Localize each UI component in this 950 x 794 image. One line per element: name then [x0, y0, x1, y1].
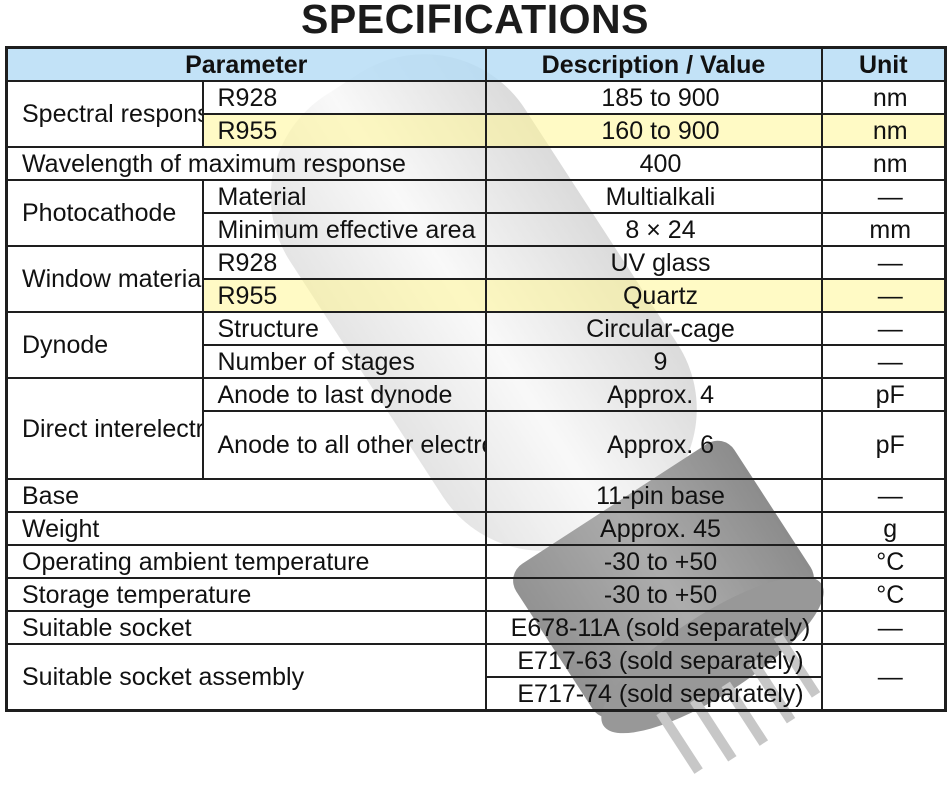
table-row: Suitable socket assembly E717-63 (sold s… — [5, 643, 947, 712]
capacitance-label: Direct interelectrode capacitances — [5, 377, 204, 480]
table-row: Suitable socket E678-11A (sold separatel… — [5, 610, 947, 645]
window-r928-label: R928 — [201, 245, 487, 280]
socket-unit: — — [820, 610, 947, 645]
photocathode-material-unit: — — [820, 179, 947, 214]
table-row: Photocathode Material Multialkali — — [5, 179, 947, 247]
dynode-structure-unit: — — [820, 311, 947, 346]
weight-value: Approx. 45 — [484, 511, 823, 546]
table-row: Weight Approx. 45 g — [5, 511, 947, 546]
dynode-label: Dynode — [5, 311, 204, 379]
window-r955-unit: — — [820, 278, 947, 313]
socket-assembly-value-2: E717-74 (sold separately) — [484, 676, 823, 712]
dynode-stages-label: Number of stages — [201, 344, 487, 379]
photocathode-area-label: Minimum effective area — [201, 212, 487, 247]
operating-temp-unit: °C — [820, 544, 947, 579]
socket-label: Suitable socket — [5, 610, 487, 645]
spectral-r928-value: 185 to 900 — [484, 80, 823, 115]
wavelength-value: 400 — [484, 146, 823, 181]
spectral-r928-label: R928 — [201, 80, 487, 115]
table-row: Dynode Structure Circular-cage — — [5, 311, 947, 379]
spectral-r955-label: R955 — [201, 113, 487, 148]
table-row: Anode to all other electrodes Approx. 6 … — [7, 410, 947, 480]
capacitance-other-unit: pF — [820, 410, 947, 480]
table-header-row: Parameter Description / Value Unit — [5, 46, 947, 82]
table-row: E717-74 (sold separately) — [7, 676, 946, 712]
photocathode-label: Photocathode — [5, 179, 204, 247]
base-value: 11-pin base — [484, 478, 823, 513]
table-row: Wavelength of maximum response 400 nm — [5, 146, 947, 181]
table-row-highlighted: R955 160 to 900 nm — [7, 113, 947, 148]
page-title: SPECIFICATIONS — [301, 0, 649, 42]
header-value: Description / Value — [484, 46, 823, 82]
table-row: Storage temperature -30 to +50 °C — [5, 577, 947, 612]
socket-assembly-label: Suitable socket assembly — [5, 643, 487, 712]
socket-assembly-unit: — — [820, 643, 947, 712]
wavelength-unit: nm — [820, 146, 947, 181]
photocathode-material-label: Material — [201, 179, 487, 214]
table-row: Minimum effective area 8 × 24 mm — [7, 212, 947, 247]
dynode-structure-label: Structure — [201, 311, 487, 346]
table-row: Number of stages 9 — — [7, 344, 947, 379]
storage-temp-unit: °C — [820, 577, 947, 612]
photocathode-area-unit: mm — [820, 212, 947, 247]
storage-temp-label: Storage temperature — [5, 577, 487, 612]
wavelength-label: Wavelength of maximum response — [5, 146, 487, 181]
dynode-structure-value: Circular-cage — [484, 311, 823, 346]
capacitance-last-unit: pF — [820, 377, 947, 412]
base-label: Base — [5, 478, 487, 513]
weight-label: Weight — [5, 511, 487, 546]
header-unit: Unit — [820, 46, 947, 82]
table-row: Base 11-pin base — — [5, 478, 947, 513]
window-r955-value: Quartz — [484, 278, 823, 313]
spectral-r928-unit: nm — [820, 80, 947, 115]
storage-temp-value: -30 to +50 — [484, 577, 823, 612]
weight-unit: g — [820, 511, 947, 546]
capacitance-last-label: Anode to last dynode — [201, 377, 487, 412]
spectral-r955-value: 160 to 900 — [484, 113, 823, 148]
table-row: Spectral response R928 185 to 900 nm — [5, 80, 947, 148]
base-unit: — — [820, 478, 947, 513]
window-material-label: Window material — [5, 245, 204, 313]
window-r928-unit: — — [820, 245, 947, 280]
table-row: Window material R928 UV glass — — [5, 245, 947, 313]
operating-temp-value: -30 to +50 — [484, 544, 823, 579]
header-parameter: Parameter — [5, 46, 487, 82]
photocathode-material-value: Multialkali — [484, 179, 823, 214]
capacitance-other-label: Anode to all other electrodes — [201, 410, 487, 480]
dynode-stages-unit: — — [820, 344, 947, 379]
spectral-r955-unit: nm — [820, 113, 947, 148]
photocathode-area-value: 8 × 24 — [484, 212, 823, 247]
window-r955-label: R955 — [201, 278, 487, 313]
table-row: Direct interelectrode capacitances Anode… — [5, 377, 947, 480]
capacitance-other-value: Approx. 6 — [484, 410, 823, 480]
window-r928-value: UV glass — [484, 245, 823, 280]
spectral-response-label: Spectral response — [5, 80, 204, 148]
operating-temp-label: Operating ambient temperature — [5, 544, 487, 579]
specifications-table: Parameter Description / Value Unit Spect… — [5, 46, 947, 712]
capacitance-last-value: Approx. 4 — [484, 377, 823, 412]
table-row-highlighted: R955 Quartz — — [7, 278, 947, 313]
socket-value: E678-11A (sold separately) — [484, 610, 823, 645]
table-row: Operating ambient temperature -30 to +50… — [5, 544, 947, 579]
dynode-stages-value: 9 — [484, 344, 823, 379]
socket-assembly-value-1: E717-63 (sold separately) — [484, 643, 823, 678]
